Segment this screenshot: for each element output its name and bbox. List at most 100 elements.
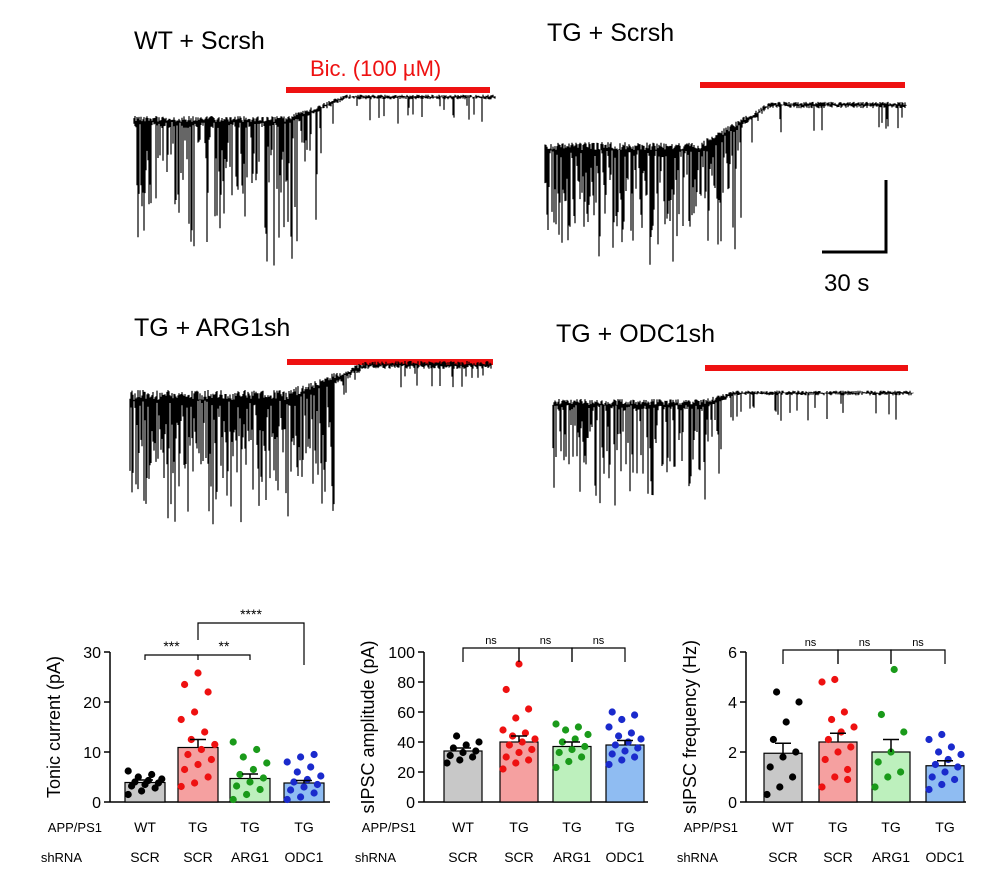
bar	[443, 750, 483, 803]
trace-title-tg-arg1: TG + ARG1sh	[134, 314, 290, 342]
scale-bar-time-label: 30 s	[824, 270, 869, 297]
category-shrna-label: SCR	[504, 849, 534, 865]
data-point	[469, 753, 477, 761]
data-point	[287, 786, 295, 794]
data-point	[502, 753, 510, 761]
data-point	[293, 768, 301, 776]
data-point	[310, 789, 318, 797]
data-point	[502, 685, 510, 694]
trace-title-tg-scr: TG + Scrsh	[547, 19, 674, 47]
significance-bracket	[144, 654, 198, 660]
category-shrna-label: SCR	[768, 849, 798, 865]
data-point	[307, 763, 315, 771]
data-point	[499, 765, 507, 773]
data-point	[177, 715, 185, 724]
y-axis-label: sIPSC frequency (Hz)	[680, 640, 700, 814]
category-genotype-label: TG	[828, 819, 847, 835]
data-point	[310, 750, 318, 759]
data-point	[558, 738, 567, 746]
data-point	[555, 748, 563, 757]
data-point	[605, 760, 613, 769]
significance-label: ns	[912, 637, 924, 649]
data-point	[831, 773, 839, 781]
category-genotype-label: TG	[509, 819, 528, 835]
significance-label: ****	[240, 606, 262, 622]
data-point	[951, 775, 959, 784]
data-point	[938, 730, 946, 739]
category-shrna-label: SCR	[448, 849, 478, 865]
data-point	[789, 773, 797, 781]
data-point	[204, 773, 212, 781]
significance-label: ns	[540, 635, 552, 647]
data-point	[446, 751, 454, 760]
y-tick-label: 6	[728, 645, 737, 662]
data-point	[158, 775, 166, 783]
data-point	[211, 740, 219, 749]
data-point	[844, 765, 852, 774]
y-axis-label: sIPSC amplitude (pA)	[358, 640, 378, 813]
data-point	[618, 715, 626, 724]
data-point	[766, 763, 774, 771]
data-point	[300, 783, 308, 791]
bicuculline-label: Bic. (100 µM)	[310, 56, 441, 81]
data-point	[941, 768, 949, 776]
data-point	[515, 660, 523, 668]
category-shrna-label: ARG1	[553, 849, 591, 865]
data-point	[184, 750, 192, 759]
data-point	[931, 760, 940, 769]
row-label-genotype: APP/PS1	[48, 820, 102, 835]
data-point	[229, 738, 237, 746]
data-point	[512, 714, 520, 722]
data-point	[821, 755, 829, 764]
significance-label: ns	[805, 637, 817, 649]
row-label-genotype: APP/PS1	[362, 820, 416, 835]
data-point	[615, 732, 623, 740]
data-point	[263, 759, 271, 767]
significance-label: ns	[593, 635, 605, 647]
trace-title-tg-odc1: TG + ODC1sh	[556, 320, 715, 348]
data-point	[773, 688, 781, 696]
data-point	[124, 790, 132, 799]
data-point	[571, 735, 579, 743]
data-point	[239, 753, 247, 761]
data-point	[874, 758, 882, 766]
data-point	[574, 723, 583, 731]
data-point	[818, 783, 826, 791]
y-tick-label: 20	[83, 695, 101, 712]
significance-bracket	[837, 649, 892, 664]
category-shrna-label: ARG1	[872, 849, 910, 865]
data-point	[229, 795, 237, 804]
data-point	[828, 715, 836, 724]
row-label-genotype: APP/PS1	[684, 820, 738, 835]
data-point	[634, 744, 642, 752]
data-point	[459, 748, 467, 757]
data-point	[456, 756, 464, 764]
data-point	[631, 711, 639, 719]
data-point	[512, 759, 520, 767]
data-point	[191, 779, 199, 787]
data-point	[877, 710, 886, 719]
significance-label: ns	[485, 635, 497, 647]
data-point	[233, 782, 241, 790]
row-label-shrna: shRNA	[355, 850, 397, 865]
row-label-shrna: shRNA	[677, 850, 719, 865]
significance-label: **	[219, 638, 230, 654]
significance-bracket	[197, 622, 305, 665]
significance-bracket	[462, 647, 520, 662]
y-axis-label: Tonic current (pA)	[44, 656, 64, 798]
data-point	[627, 729, 636, 737]
data-point	[462, 741, 470, 749]
y-tick-label: 100	[388, 645, 415, 662]
data-point	[207, 755, 215, 764]
significance-label: ***	[163, 638, 180, 654]
data-point	[197, 745, 205, 754]
category-shrna-label: SCR	[823, 849, 853, 865]
y-tick-label: 40	[397, 735, 415, 752]
significance-bracket	[518, 647, 573, 662]
data-point	[608, 708, 616, 716]
data-point	[884, 773, 892, 781]
trace-tg-arg1	[129, 361, 492, 525]
significance-bracket	[197, 654, 251, 660]
category-genotype-label: WT	[772, 819, 794, 835]
significance-bracket	[571, 647, 626, 662]
